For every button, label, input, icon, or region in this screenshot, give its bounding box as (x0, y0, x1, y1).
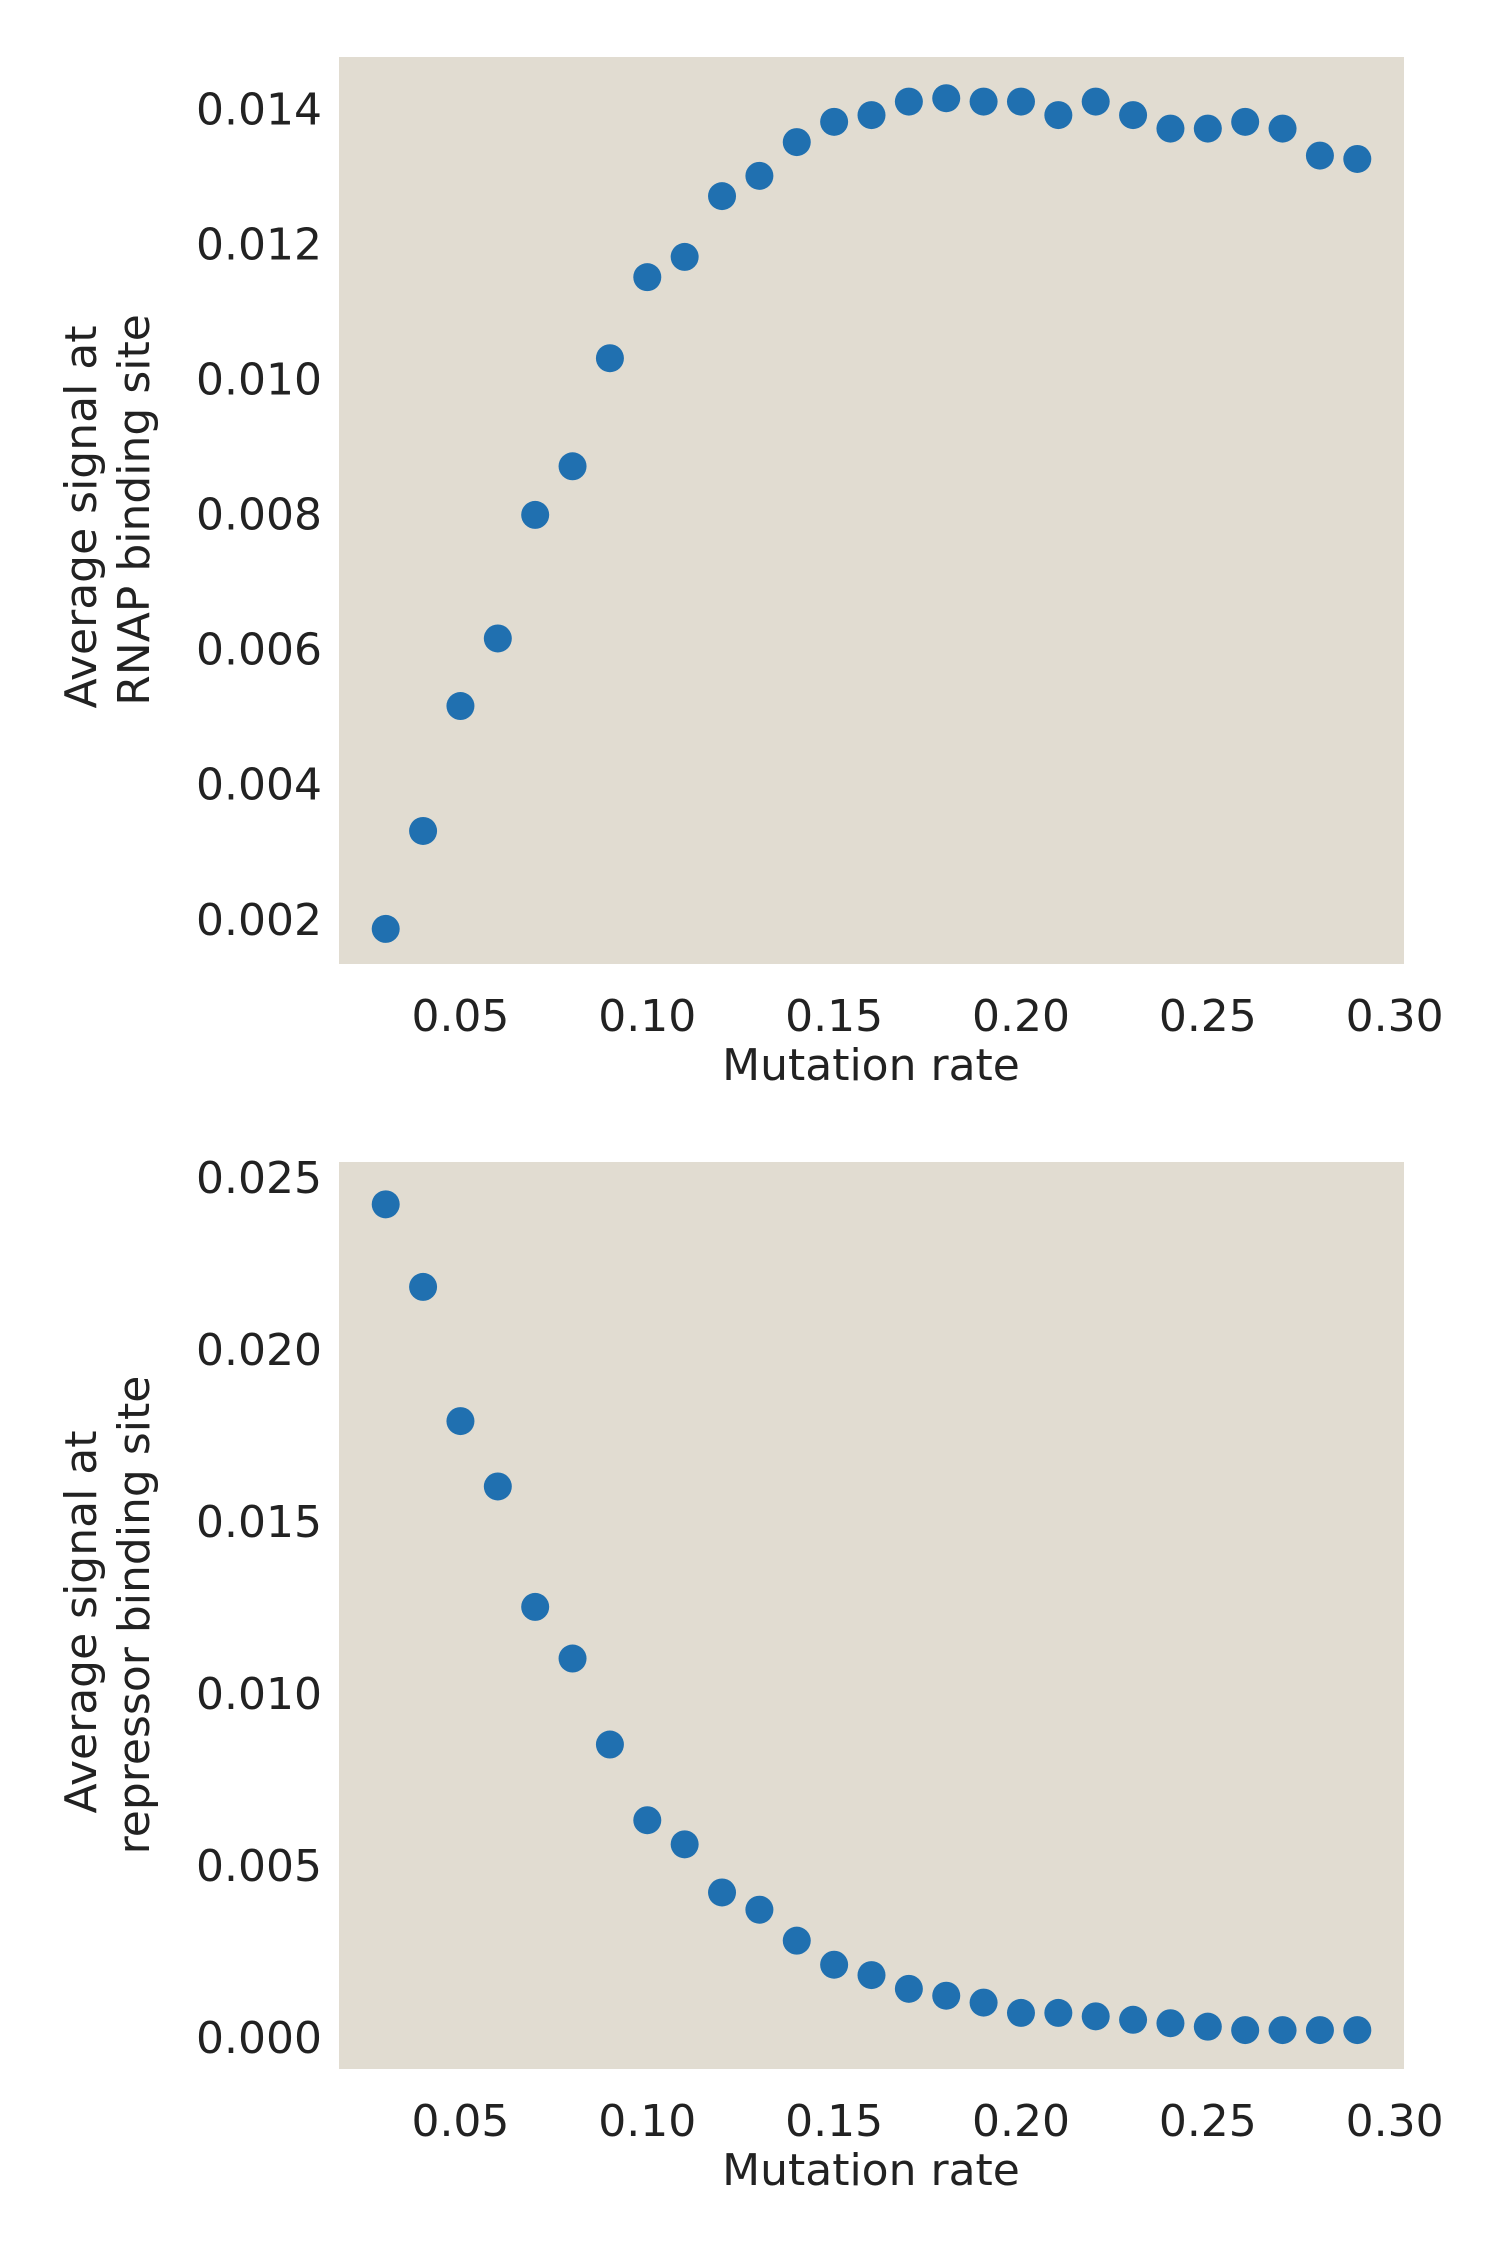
y-axis-label-line2-rnap: RNAP binding site (109, 314, 160, 706)
data-point-repressor-22 (1193, 2012, 1222, 2041)
y-tick-label-repressor-1: 0.005 (196, 1841, 322, 1892)
y-tick-label-rnap-5: 0.012 (196, 219, 322, 270)
x-tick-labels-rnap: 0.05 0.10 0.15 0.20 0.25 0.30 (411, 991, 1443, 1042)
data-point-rnap-9 (708, 182, 737, 211)
data-point-rnap-25 (1305, 141, 1334, 170)
y-tick-labels-rnap: 0.002 0.004 0.006 0.008 0.010 0.012 0.014 (196, 84, 322, 945)
data-point-rnap-3 (483, 624, 512, 653)
data-point-rnap-23 (1231, 107, 1260, 136)
y-tick-labels-repressor: 0.000 0.005 0.010 0.015 0.020 0.025 (196, 1153, 322, 2064)
y-tick-label-rnap-2: 0.006 (196, 625, 322, 676)
data-point-rnap-1 (409, 816, 438, 845)
y-tick-label-repressor-0: 0.000 (196, 2013, 322, 2064)
y-axis-label-rnap: Average signal at RNAP binding site (56, 311, 160, 708)
data-point-rnap-0 (371, 914, 400, 943)
data-point-rnap-22 (1193, 114, 1222, 143)
data-point-rnap-11 (782, 128, 811, 157)
data-point-rnap-5 (558, 452, 587, 481)
data-point-rnap-21 (1156, 114, 1185, 143)
x-axis-label-rnap: Mutation rate (722, 1040, 1020, 1091)
x-axis-label-repressor: Mutation rate (722, 2145, 1020, 2196)
y-axis-label-line1-repressor: Average signal at (56, 1430, 107, 1813)
y-tick-label-repressor-3: 0.015 (196, 1497, 322, 1548)
data-point-repressor-21 (1156, 2009, 1185, 2038)
data-point-rnap-13 (857, 101, 886, 130)
data-point-repressor-3 (483, 1472, 512, 1501)
data-point-repressor-19 (1081, 2002, 1110, 2031)
x-tick-label-repressor-1: 0.10 (598, 2096, 696, 2147)
data-point-repressor-5 (558, 1644, 587, 1673)
data-point-rnap-15 (932, 84, 961, 113)
data-point-repressor-20 (1119, 2005, 1148, 2034)
y-tick-label-rnap-1: 0.004 (196, 760, 322, 811)
data-point-rnap-2 (446, 692, 475, 721)
data-point-rnap-4 (521, 500, 550, 529)
x-tick-label-rnap-3: 0.20 (972, 991, 1070, 1042)
data-point-rnap-16 (969, 87, 998, 116)
y-tick-label-rnap-4: 0.010 (196, 354, 322, 405)
data-point-repressor-9 (708, 1878, 737, 1907)
data-point-rnap-10 (745, 161, 774, 190)
data-point-repressor-24 (1268, 2016, 1297, 2045)
data-point-rnap-17 (1006, 87, 1035, 116)
data-point-repressor-23 (1231, 2016, 1260, 2045)
x-tick-label-rnap-2: 0.15 (785, 991, 883, 1042)
data-point-repressor-10 (745, 1895, 774, 1924)
data-point-repressor-6 (595, 1730, 624, 1759)
x-tick-label-rnap-1: 0.10 (598, 991, 696, 1042)
chart-rnap: 0.05 0.10 0.15 0.20 0.25 0.30 0.002 0.004 0.006… (56, 57, 1444, 1091)
x-tick-label-repressor-2: 0.15 (785, 2096, 883, 2147)
x-tick-label-rnap-5: 0.30 (1346, 991, 1444, 1042)
data-point-rnap-26 (1343, 144, 1372, 173)
data-point-repressor-12 (820, 1950, 849, 1979)
y-tick-label-repressor-2: 0.010 (196, 1669, 322, 1720)
y-tick-label-repressor-4: 0.020 (196, 1325, 322, 1376)
data-point-rnap-6 (595, 344, 624, 373)
data-point-rnap-18 (1044, 101, 1073, 130)
y-axis-label-line1-rnap: Average signal at (56, 325, 107, 708)
y-tick-label-repressor-5: 0.025 (196, 1153, 322, 1204)
data-point-repressor-26 (1343, 2016, 1372, 2045)
x-tick-label-repressor-3: 0.20 (972, 2096, 1070, 2147)
data-point-repressor-4 (521, 1592, 550, 1621)
data-point-repressor-2 (446, 1407, 475, 1436)
points-repressor (371, 1190, 1372, 2045)
x-tick-label-repressor-4: 0.25 (1159, 2096, 1257, 2147)
y-tick-label-rnap-6: 0.014 (196, 84, 322, 135)
chart-repressor: 0.05 0.10 0.15 0.20 0.25 0.30 0.000 0.005 0.010… (56, 1153, 1444, 2196)
y-tick-label-rnap-0: 0.002 (196, 895, 322, 946)
data-point-rnap-12 (820, 107, 849, 136)
data-point-rnap-8 (670, 242, 699, 271)
data-point-repressor-25 (1305, 2016, 1334, 2045)
y-axis-label-line2-repressor: repressor binding site (109, 1376, 160, 1855)
data-point-rnap-20 (1119, 101, 1148, 130)
data-point-repressor-1 (409, 1272, 438, 1301)
points-rnap (371, 84, 1372, 943)
plot-area-repressor (339, 1162, 1404, 2069)
y-axis-label-repressor: Average signal at repressor binding site (56, 1376, 160, 1855)
data-point-repressor-16 (969, 1988, 998, 2017)
data-point-repressor-15 (932, 1981, 961, 2010)
y-tick-label-rnap-3: 0.008 (196, 490, 322, 541)
data-point-rnap-7 (633, 263, 662, 292)
data-point-repressor-14 (894, 1974, 923, 2003)
plot-area-rnap (339, 57, 1404, 964)
data-point-rnap-14 (894, 87, 923, 116)
x-tick-label-rnap-4: 0.25 (1159, 991, 1257, 1042)
x-tick-label-repressor-5: 0.30 (1346, 2096, 1444, 2147)
data-point-rnap-19 (1081, 87, 1110, 116)
data-point-repressor-17 (1006, 1998, 1035, 2027)
data-point-repressor-11 (782, 1926, 811, 1955)
x-tick-labels-repressor: 0.05 0.10 0.15 0.20 0.25 0.30 (411, 2096, 1443, 2147)
data-point-repressor-18 (1044, 1998, 1073, 2027)
x-tick-label-rnap-0: 0.05 (411, 991, 509, 1042)
data-point-repressor-0 (371, 1190, 400, 1219)
data-point-repressor-13 (857, 1961, 886, 1990)
data-point-repressor-7 (633, 1806, 662, 1835)
data-point-rnap-24 (1268, 114, 1297, 143)
data-point-repressor-8 (670, 1830, 699, 1859)
x-tick-label-repressor-0: 0.05 (411, 2096, 509, 2147)
